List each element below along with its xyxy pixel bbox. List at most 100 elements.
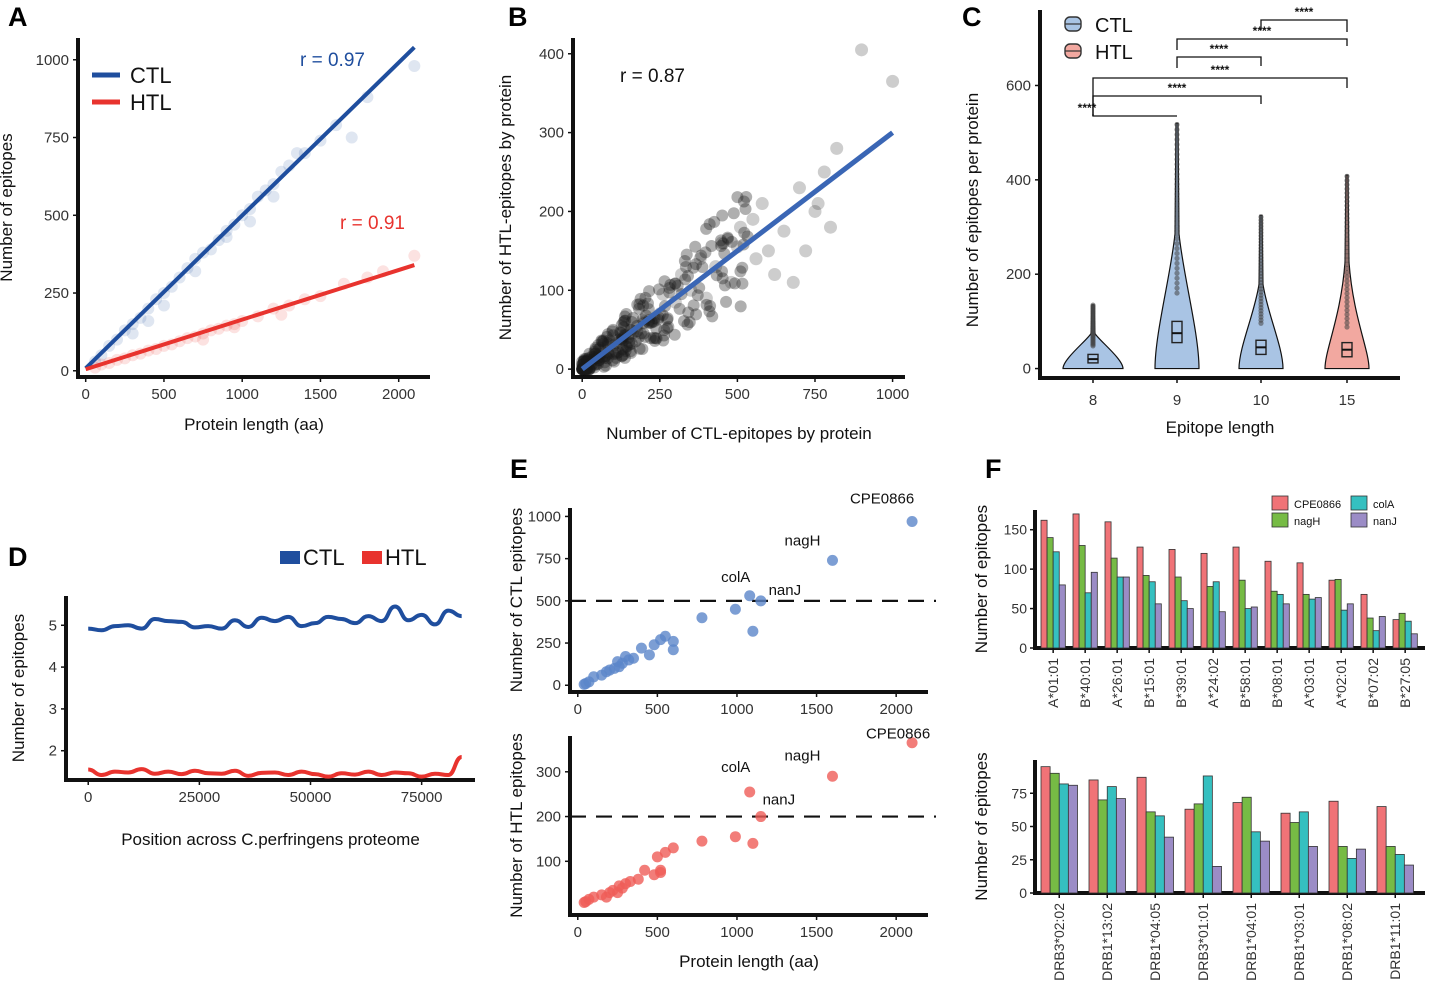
ctl-htl-point (624, 345, 637, 358)
ctl-point (244, 215, 257, 228)
y-tick-label: 400 (1006, 172, 1031, 189)
outlier-15 (1344, 215, 1350, 221)
x-tick-label: 9 (1173, 392, 1181, 409)
ctl-htl-point (657, 334, 670, 347)
outlier-8 (1090, 302, 1096, 308)
outlier-15 (1344, 278, 1350, 284)
ctl-htl-point (740, 190, 753, 203)
box-9 (1171, 320, 1183, 344)
ctl-htl-point (736, 261, 749, 274)
ctl-htl-point (620, 340, 633, 353)
ctl-htl-point (739, 202, 752, 215)
y-tick-label: 50 (1011, 819, 1027, 835)
ctl-htl-point (705, 240, 718, 253)
ctl-line (88, 604, 462, 633)
bar-cola (1244, 608, 1252, 649)
y-tick-label: 50 (1011, 601, 1027, 617)
ctl-htl-point (734, 265, 747, 278)
outlier-15 (1344, 307, 1350, 313)
bar-nagh (1145, 811, 1156, 894)
ctl-htl-point (724, 275, 738, 289)
y-tick-label: 0 (1019, 885, 1027, 901)
y-tick-label: 4 (49, 659, 57, 676)
ctl-htl-point (715, 240, 728, 253)
gene-label-cpe0866: CPE0866 (866, 726, 930, 743)
ctl-htl-point (592, 338, 605, 351)
ctl-htl-point (595, 334, 608, 347)
ctl-htl-point (700, 222, 713, 235)
legend-htl-label: HTL (385, 545, 427, 570)
y-tick-label: 0 (1023, 361, 1031, 378)
ctl-htl-point (669, 277, 682, 290)
ctl-htl-point (734, 220, 747, 234)
outlier-15 (1344, 173, 1350, 179)
outlier-15 (1344, 236, 1350, 242)
ctl-htl-point (716, 209, 729, 222)
bar-nagh (1398, 612, 1406, 649)
bar-cpe0866 (1280, 812, 1291, 894)
bar-cola (1148, 581, 1156, 649)
outlier-9 (1174, 216, 1180, 222)
ctl-htl-point (623, 338, 636, 351)
x-tick-label: DRB1*03:01 (1291, 903, 1307, 981)
outlier-9 (1174, 122, 1180, 128)
ctl-htl-point (682, 306, 695, 319)
y-axis-label: Number of epitopes (972, 505, 991, 653)
bar-cpe0866 (1104, 521, 1112, 649)
outlier-10 (1258, 214, 1264, 220)
bar-nagh (1206, 586, 1214, 649)
ctl-htl-point (699, 246, 712, 259)
y-tick-label: 600 (1006, 77, 1031, 94)
legend-cpe0866-swatch (1271, 495, 1289, 511)
y-tick-label: 250 (44, 285, 69, 302)
bar-cpe0866 (1392, 619, 1400, 649)
outlier-9 (1174, 275, 1180, 281)
ctl-htl-point (617, 321, 630, 334)
outlier-15 (1344, 194, 1350, 200)
x-tick-label: 2000 (879, 924, 912, 941)
outlier-9 (1174, 186, 1180, 192)
legend-ctl-swatch (280, 551, 300, 564)
protein-point (643, 649, 655, 661)
htl-point (408, 249, 421, 262)
protein-point (655, 866, 667, 878)
significance-bracket (1092, 95, 1262, 116)
x-tick-label: 250 (647, 386, 672, 403)
y-tick-label: 750 (536, 551, 561, 568)
outlier-9 (1174, 211, 1180, 217)
ctl-htl-point (636, 342, 649, 355)
bar-nagh (1238, 579, 1246, 649)
bar-nanj (1163, 836, 1174, 894)
ctl-htl-point (639, 330, 652, 343)
outlier-9 (1174, 171, 1180, 177)
ctl-htl-point (716, 272, 729, 285)
x-tick-label: 750 (802, 386, 827, 403)
bar-cpe0866 (1040, 519, 1048, 649)
bar-cola (1250, 831, 1261, 894)
y-tick-label: 500 (536, 593, 561, 610)
x-tick-label: 15 (1339, 392, 1356, 409)
y-tick-label: 5 (49, 617, 57, 634)
ctl-htl-point (700, 298, 713, 311)
outlier-15 (1344, 320, 1350, 326)
x-tick-label: 50000 (290, 789, 332, 806)
bar-nagh (1337, 846, 1348, 894)
ctl-htl-point (663, 286, 676, 299)
bar-cola (1106, 786, 1117, 894)
outlier-9 (1174, 270, 1180, 276)
ctl-point (157, 299, 170, 312)
ctl-htl-point (633, 298, 646, 311)
ctl-htl-point (597, 360, 610, 373)
fit-line (580, 130, 895, 372)
x-tick-label: 500 (645, 701, 670, 718)
outlier-9 (1174, 221, 1180, 227)
protein-point (624, 875, 636, 887)
outlier-9 (1174, 226, 1180, 232)
outlier-9 (1174, 231, 1180, 237)
bar-nanj (1314, 597, 1322, 649)
ctl-htl-point (708, 215, 721, 228)
y-tick-label: 100 (536, 853, 561, 870)
outlier-9 (1174, 146, 1180, 153)
ctl-htl-point (625, 337, 638, 350)
